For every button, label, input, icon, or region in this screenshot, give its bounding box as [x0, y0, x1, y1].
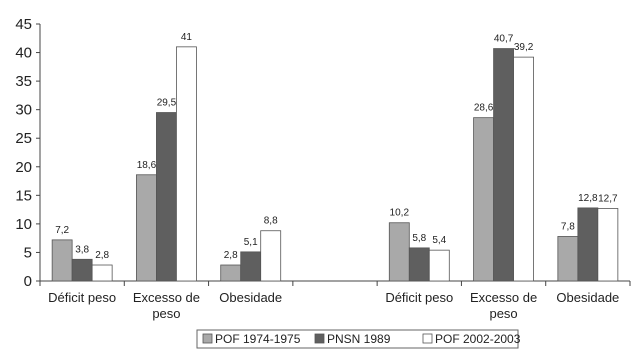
bar — [428, 249, 450, 282]
data-label: 28,6 — [474, 103, 494, 114]
bar — [71, 258, 93, 282]
data-label: 5,8 — [412, 233, 426, 244]
x-tick-label: Obesidade — [219, 290, 282, 305]
bar — [597, 208, 619, 282]
data-label: 12,8 — [578, 193, 598, 204]
data-label: 39,2 — [514, 42, 534, 53]
legend-swatch — [202, 333, 213, 344]
legend-swatch — [422, 333, 433, 344]
x-tick-label: Déficit peso — [385, 290, 453, 305]
data-label: 5,1 — [244, 237, 258, 248]
legend-swatch — [314, 333, 325, 344]
x-tick-label: Excesso de — [470, 290, 537, 305]
y-tick-label: 40 — [15, 45, 32, 62]
y-tick-label: 30 — [15, 102, 32, 119]
data-label: 18,6 — [137, 160, 157, 171]
data-label: 3,8 — [75, 244, 89, 255]
bar — [473, 117, 494, 282]
data-label: 8,8 — [264, 216, 278, 227]
x-tick-label: Obesidade — [556, 290, 619, 305]
bar — [408, 247, 430, 282]
y-tick-label: 10 — [15, 216, 32, 233]
bar — [156, 112, 177, 282]
data-label: 7,8 — [561, 221, 575, 232]
y-tick-label: 20 — [15, 159, 32, 176]
bar — [220, 264, 242, 282]
y-tick-label: 5 — [24, 244, 32, 261]
bar — [91, 264, 113, 282]
bar — [577, 207, 599, 282]
data-label: 10,2 — [390, 208, 410, 219]
bar — [240, 251, 262, 282]
data-label: 29,5 — [157, 98, 177, 109]
x-tick-label: Excesso de — [133, 290, 200, 305]
data-label: 41 — [181, 32, 193, 43]
data-label: 2,8 — [95, 250, 109, 261]
data-label: 40,7 — [494, 34, 514, 45]
data-label: 7,2 — [55, 225, 69, 236]
y-tick-label: 35 — [15, 73, 32, 90]
bar — [388, 222, 410, 282]
y-tick-label: 45 — [15, 16, 32, 33]
y-tick-label: 0 — [24, 273, 32, 290]
legend-box — [196, 329, 519, 349]
x-tick-label: peso — [152, 306, 180, 321]
bar — [51, 239, 73, 282]
x-tick-label: Déficit peso — [48, 290, 116, 305]
bar — [493, 48, 514, 282]
y-tick-label: 15 — [15, 187, 32, 204]
bar — [136, 174, 157, 282]
y-tick-label: 25 — [15, 130, 32, 147]
legend-label: POF 1974-1975 — [215, 332, 301, 346]
data-label: 12,7 — [598, 193, 618, 204]
bar — [260, 230, 282, 282]
legend-label: PNSN 1989 — [327, 332, 391, 346]
x-tick-label: peso — [489, 306, 517, 321]
bar — [176, 46, 197, 282]
bar — [557, 236, 579, 282]
data-label: 5,4 — [432, 235, 446, 246]
legend-label: POF 2002-2003 — [435, 332, 521, 346]
bar — [513, 56, 534, 282]
data-label: 2,8 — [224, 250, 238, 261]
